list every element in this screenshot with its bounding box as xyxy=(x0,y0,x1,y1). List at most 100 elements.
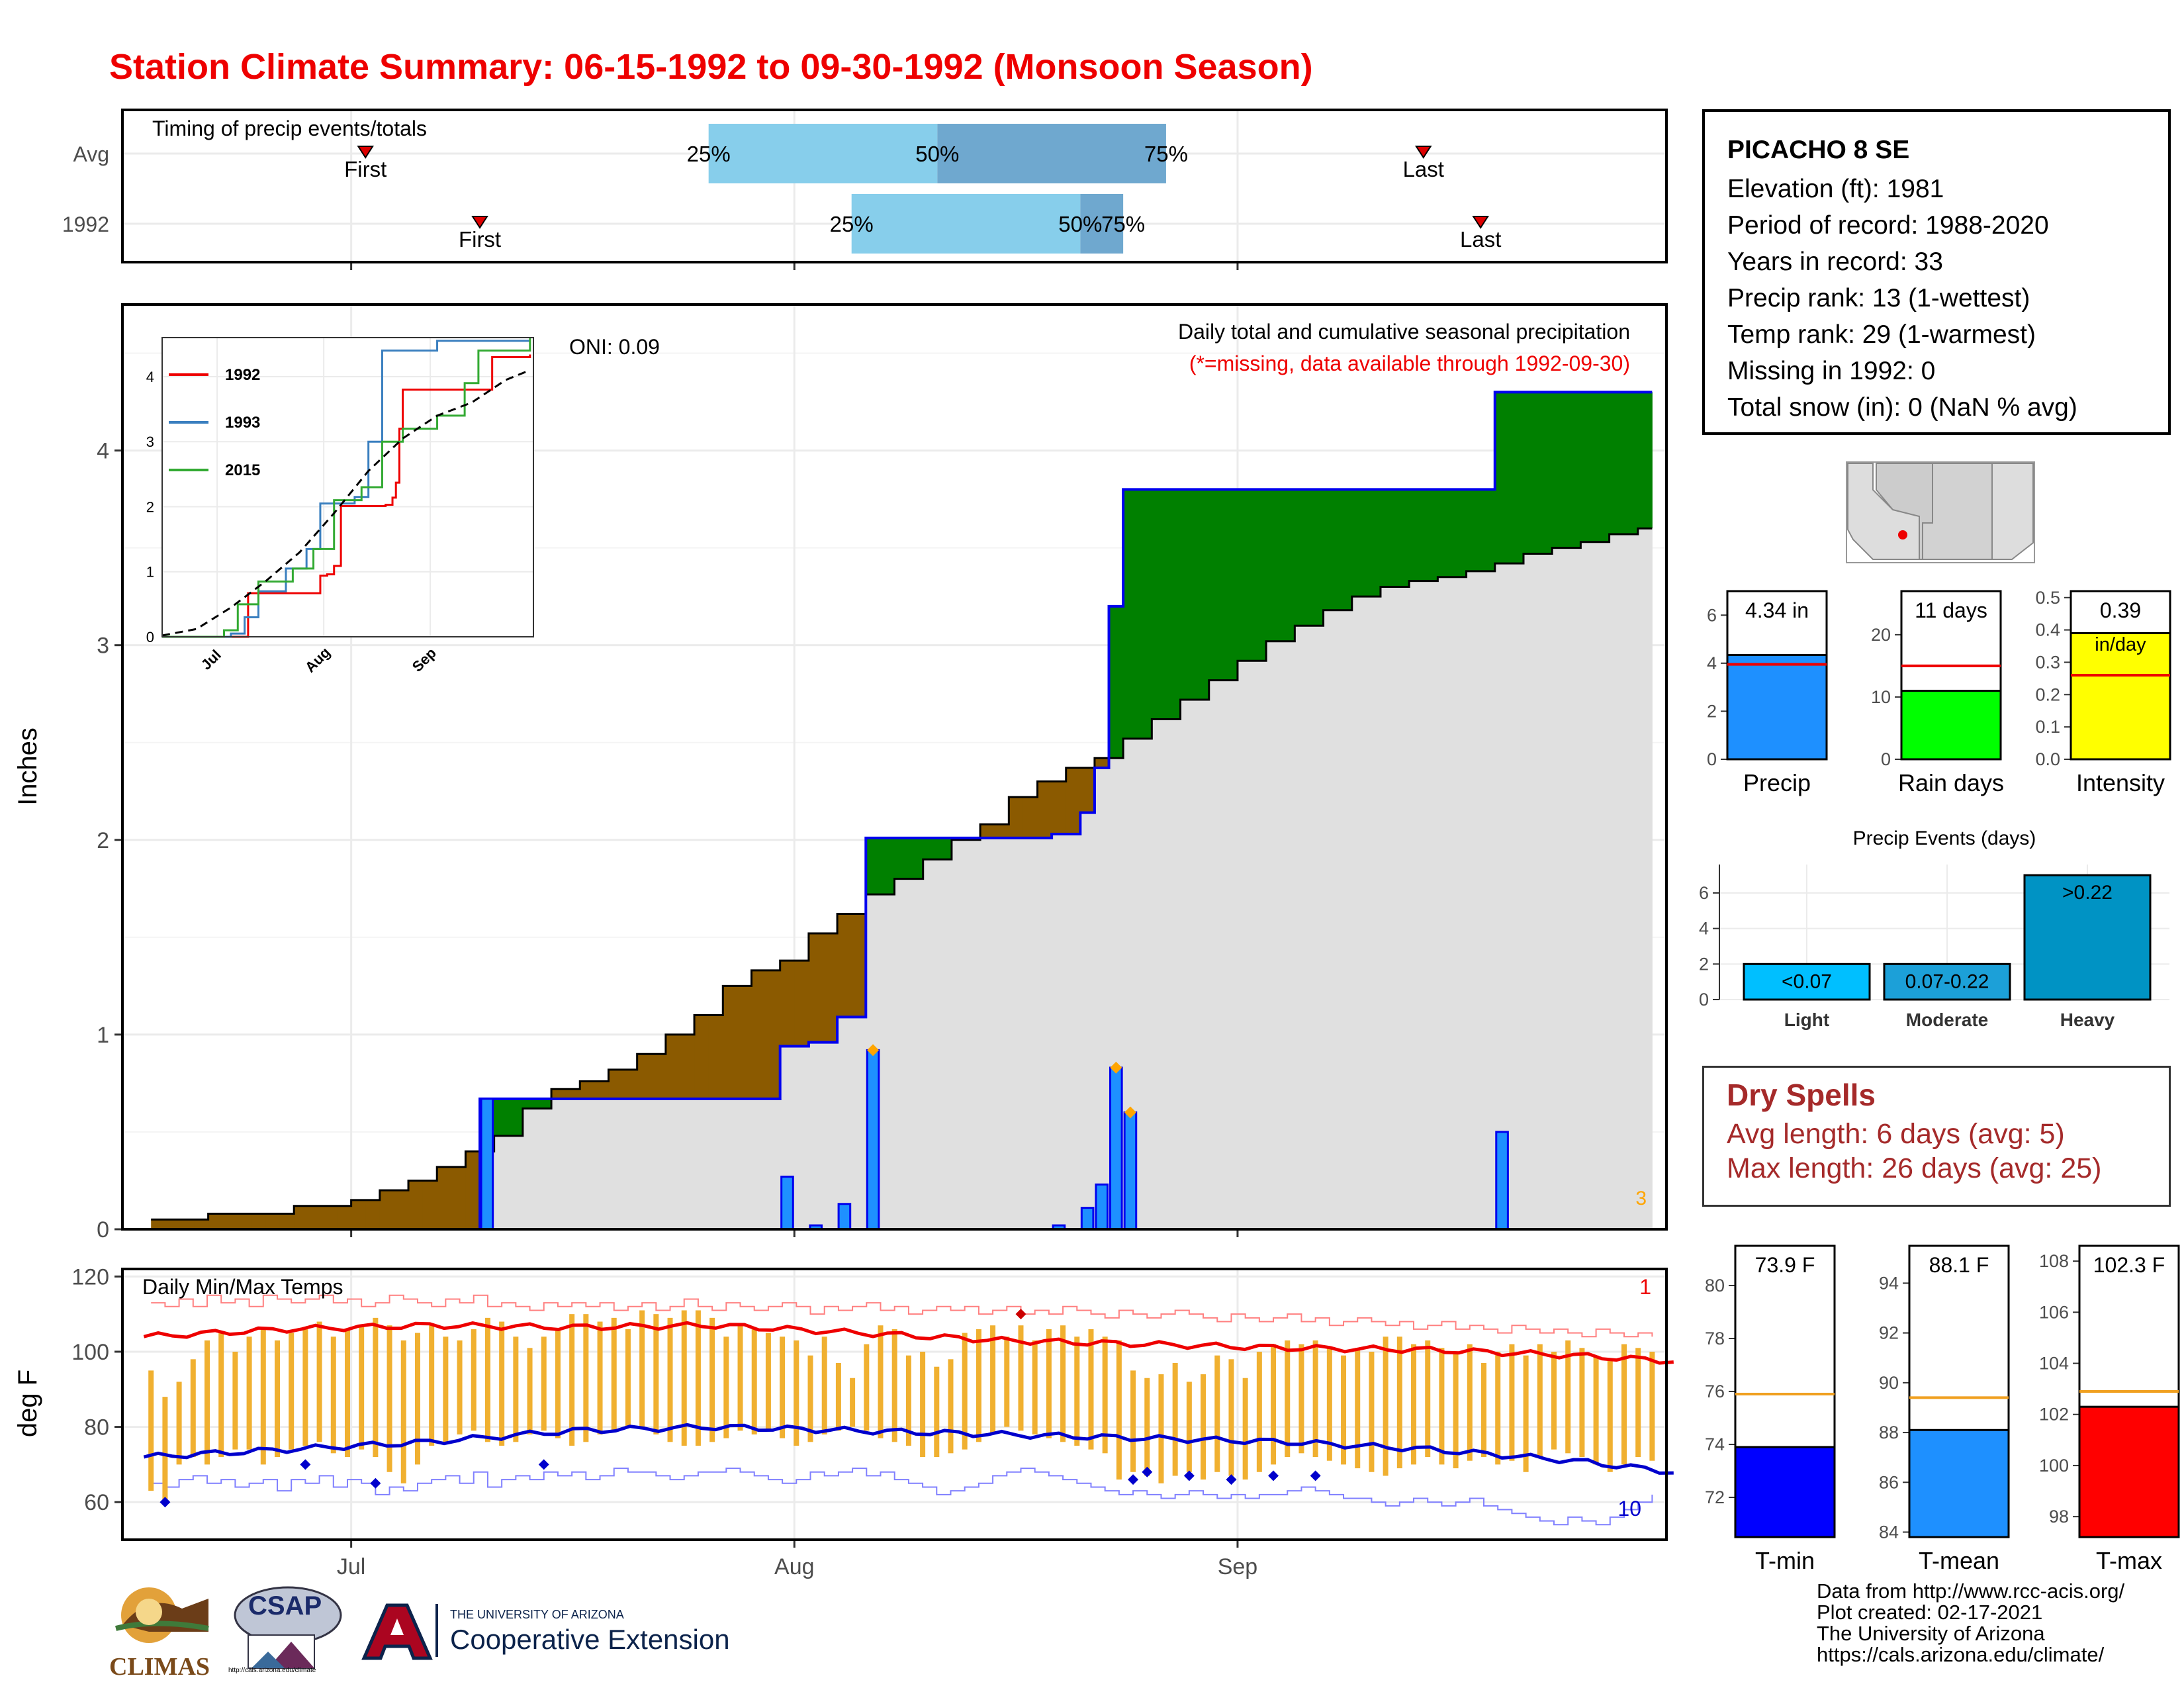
average-fill xyxy=(980,837,995,1229)
above-average-fill xyxy=(1280,489,1295,641)
daily-temp-bar xyxy=(1242,1378,1248,1480)
station-precip-rank: Precip rank: 13 (1-wettest) xyxy=(1727,284,2030,312)
below-average-fill xyxy=(580,1081,595,1099)
below-average-fill xyxy=(1037,781,1052,838)
average-cumulative-line xyxy=(151,527,1653,1221)
daily-temp-bar xyxy=(1144,1378,1150,1476)
below-average-fill xyxy=(708,1015,723,1099)
daily-temp-bar xyxy=(1285,1340,1291,1458)
below-average-fill xyxy=(294,1205,309,1229)
below-average-fill xyxy=(151,1219,166,1229)
daily-temp-bar xyxy=(695,1310,701,1446)
legend-label: 1992 xyxy=(225,366,260,384)
event-category-label: Heavy xyxy=(2060,1009,2115,1030)
summary-category-label: T-max xyxy=(2096,1547,2162,1574)
daily-temp-bar xyxy=(821,1336,827,1434)
above-average-fill xyxy=(1208,489,1224,680)
below-average-fill xyxy=(694,1015,709,1099)
below-average-fill xyxy=(1094,758,1110,768)
average-fill xyxy=(1023,837,1038,1229)
y-tick-label: 80 xyxy=(84,1415,109,1440)
average-fill xyxy=(880,894,895,1229)
average-fill xyxy=(1609,534,1624,1229)
first-event-marker xyxy=(357,146,375,159)
y-tick-label: 10 xyxy=(1871,687,1891,707)
below-average-fill xyxy=(379,1190,394,1229)
average-fill xyxy=(565,1098,580,1229)
average-fill xyxy=(1594,541,1610,1230)
y-tick-label: 90 xyxy=(1879,1373,1899,1393)
quartile-bar-lower xyxy=(708,124,938,183)
record-max-count: 1 xyxy=(1639,1275,1651,1299)
daily-temp-bar xyxy=(1228,1359,1234,1476)
average-fill xyxy=(580,1098,595,1229)
daily-temp-bar xyxy=(625,1329,631,1427)
station-missing: Missing in 1992: 0 xyxy=(1727,357,1936,385)
y-tick-label: 80 xyxy=(1705,1276,1725,1295)
daily-temp-bar xyxy=(569,1314,575,1446)
daily-temp-bar xyxy=(1032,1340,1038,1434)
average-fill xyxy=(1165,719,1181,1229)
average-fill xyxy=(794,1046,809,1229)
daily-temp-bar xyxy=(316,1321,322,1442)
average-fill xyxy=(623,1098,638,1229)
average-fill xyxy=(766,1098,781,1229)
average-fill xyxy=(665,1098,680,1229)
daily-precip-bar xyxy=(480,1098,494,1231)
y-tick-label: 88 xyxy=(1879,1423,1899,1442)
station-snow: Total snow (in): 0 (NaN % avg) xyxy=(1727,393,2077,422)
below-average-fill xyxy=(194,1219,209,1229)
y-tick-label: 0.5 xyxy=(2035,588,2060,608)
below-average-fill xyxy=(1080,767,1095,813)
daily-temp-bar xyxy=(1298,1344,1304,1454)
average-fill xyxy=(1137,738,1152,1229)
daily-temp-bar xyxy=(850,1378,856,1427)
credit-line: Plot created: 02-17-2021 xyxy=(1817,1601,2043,1624)
intensity-unit-label: in/day xyxy=(2095,634,2146,655)
inset-y-tick-label: 3 xyxy=(146,434,154,450)
summary-value-label: 73.9 F xyxy=(1755,1253,1815,1277)
above-average-fill xyxy=(1466,489,1481,571)
q75-label: 75% xyxy=(1101,212,1145,236)
daily-temp-bar xyxy=(1102,1336,1108,1454)
below-average-fill xyxy=(766,970,781,1099)
average-fill xyxy=(751,1098,766,1229)
csap-logo: CSAP http://cals.arizona.edu/climate xyxy=(228,1582,347,1678)
daily-temp-bar xyxy=(513,1336,519,1442)
average-fill xyxy=(1466,571,1481,1229)
average-fill xyxy=(994,837,1009,1229)
record-min-marker xyxy=(1226,1474,1237,1485)
average-fill xyxy=(1566,547,1581,1229)
credit-line: The University of Arizona xyxy=(1817,1622,2045,1645)
x-tick-label: Aug xyxy=(774,1554,815,1579)
inset-y-tick-label: 0 xyxy=(146,629,154,645)
above-average-fill xyxy=(1366,489,1381,597)
first-event-marker-label: First xyxy=(344,157,387,181)
daily-temp-bar xyxy=(218,1333,224,1458)
y-tick-label: 74 xyxy=(1705,1434,1725,1454)
below-average-fill xyxy=(394,1190,409,1229)
y-tick-label: 94 xyxy=(1879,1273,1899,1293)
average-fill xyxy=(737,1098,752,1229)
daily-temp-bar xyxy=(429,1325,435,1446)
daily-temp-bar xyxy=(681,1310,687,1446)
y-tick-label: 0.3 xyxy=(2035,652,2060,672)
daily-temp-bar xyxy=(1481,1363,1487,1458)
y-tick-label: 98 xyxy=(2049,1507,2069,1526)
quartile-bar-upper xyxy=(1080,194,1124,254)
y-tick-label: 84 xyxy=(1879,1522,1899,1542)
below-average-fill xyxy=(422,1180,437,1229)
precip-subtitle: (*=missing, data available through 1992-… xyxy=(1189,352,1630,375)
quartile-bar-upper xyxy=(937,124,1166,183)
last-event-marker-label: Last xyxy=(1403,157,1444,181)
above-average-fill xyxy=(1223,489,1238,680)
daily-temp-bar xyxy=(1425,1340,1431,1458)
average-fill xyxy=(1152,719,1167,1229)
above-average-fill xyxy=(1180,489,1195,700)
below-average-fill xyxy=(437,1166,452,1229)
average-fill xyxy=(1523,553,1539,1229)
daily-precip-bar xyxy=(837,1203,852,1231)
below-average-fill xyxy=(451,1166,466,1229)
station-elevation: Elevation (ft): 1981 xyxy=(1727,175,1944,203)
average-fill xyxy=(1423,581,1438,1229)
